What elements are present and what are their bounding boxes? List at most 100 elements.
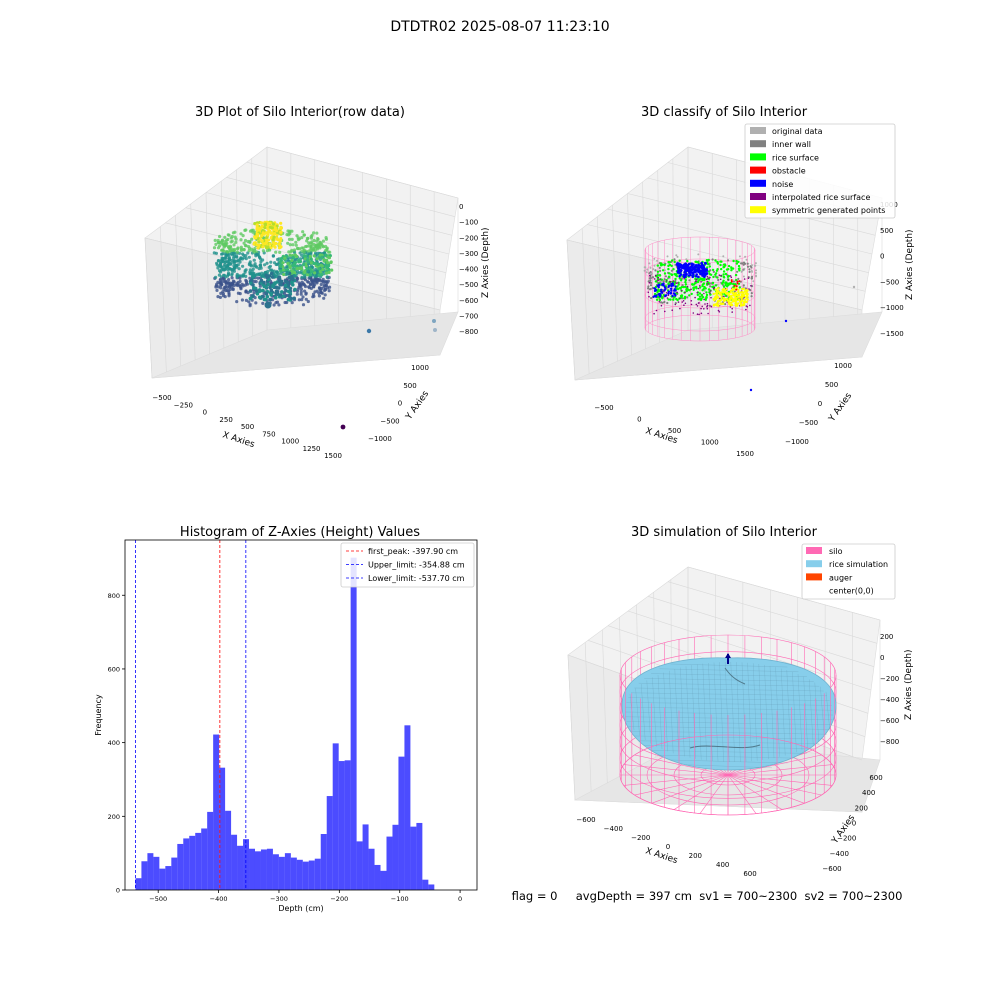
histogram-bar [165, 866, 172, 890]
panel-raw-points [212, 220, 437, 430]
legend-entry: inner wall [750, 140, 811, 149]
figure-title: DTDTR02 2025-08-07 11:23:10 [390, 19, 609, 35]
legend-entry: rice surface [750, 153, 819, 162]
legend-entry: interpolated rice surface [750, 193, 870, 202]
raw-z-tick-1: −100 [459, 219, 478, 227]
sim-x-tick-0: −600 [576, 816, 595, 824]
y-tick-label: 0 [116, 887, 120, 895]
panel-sim-y-ticks: 600 400 200 0 −200 −400 −600 [822, 774, 882, 873]
raw-x-tick-0: −500 [152, 394, 171, 402]
cls-x-tick-2: 500 [668, 427, 681, 435]
legend-swatch [750, 193, 766, 200]
raw-y-tick-0: −1000 [368, 435, 392, 443]
histogram-bar [177, 843, 184, 890]
legend-entry: auger [806, 573, 853, 582]
legend-swatch [806, 547, 822, 554]
histogram-bar [320, 834, 327, 890]
sim-y-tick-1: 400 [862, 789, 875, 797]
panel-sim-zlabel: Z Axies (Depth) [904, 649, 914, 720]
y-tick-label: 800 [108, 592, 120, 600]
raw-x-tick-8: 1500 [324, 452, 342, 460]
panel-classify-zlabel: Z Axies (Depth) [905, 229, 915, 300]
cls-z-tick-2: 0 [880, 253, 884, 261]
histogram-bar [254, 851, 261, 890]
panel-classify-legend: original data inner wall rice surface obsta… [744, 123, 896, 219]
legend-swatch [750, 140, 766, 148]
histogram-bar [278, 856, 285, 890]
sim-y-tick-5: −400 [830, 850, 849, 858]
panel-histogram: Histogram of Z-Axies (Height) Values −50… [94, 525, 478, 913]
y-tick-label: 600 [108, 665, 120, 673]
panel-sim-x-ticks: −600 −400 −200 0 200 400 600 [576, 816, 756, 878]
histogram-bar [171, 857, 178, 890]
histogram-y-ticks: 0 200 400 600 800 [108, 592, 125, 895]
histogram-x-ticks: −500 −400 −300 −200 −100 0 [149, 890, 462, 903]
legend-label: first_peak: -397.90 cm [368, 547, 458, 556]
legend-entry: symmetric generated points [750, 206, 885, 215]
raw-z-tick-2: −200 [459, 234, 478, 242]
legend-swatch [750, 127, 766, 134]
sim-z-tick-4: −600 [880, 717, 899, 725]
panel-raw-zlabel: Z Axies (Depth) [481, 227, 491, 298]
raw-z-tick-3: −300 [459, 250, 478, 258]
legend-entry: obstacle [750, 166, 806, 176]
histogram-bar [260, 849, 267, 890]
panel-sim-rice-surface [621, 657, 837, 771]
raw-y-tick-4: 1000 [411, 364, 429, 372]
panel-classify-legend-entries: original data inner wall rice surface obsta… [750, 127, 885, 215]
x-tick-label: −300 [270, 895, 288, 903]
histogram-bar [141, 861, 148, 890]
raw-x-tick-6: 1000 [281, 438, 299, 446]
histogram-bar [404, 725, 411, 890]
cls-x-tick-4: 1500 [736, 450, 754, 458]
histogram-bar [374, 864, 381, 890]
histogram-bar [272, 854, 279, 890]
histogram-bar [153, 856, 160, 890]
sim-y-tick-3: 0 [852, 820, 856, 828]
x-tick-label: 0 [458, 895, 462, 903]
panel-classify-x-ticks: −500 0 500 1000 1500 [594, 404, 754, 458]
cls-y-tick-1: −500 [799, 419, 818, 427]
raw-x-tick-2: 0 [203, 409, 207, 417]
cls-x-tick-3: 1000 [701, 439, 719, 447]
histogram-bar [344, 760, 351, 890]
panel-simulation: 3D simulation of Silo Interior −600 −400 −… [567, 525, 914, 878]
histogram-bar [398, 756, 405, 890]
histogram-axes-frame [124, 539, 478, 891]
legend-entry: first_peak: -397.90 cm [346, 547, 458, 556]
sim-y-tick-6: −600 [822, 865, 841, 873]
panel-sim-title: 3D simulation of Silo Interior [631, 525, 818, 540]
panel-sim-legend: silo rice simulation auger center(0,0) [801, 543, 896, 600]
histogram-bar [314, 858, 321, 890]
histogram-xlabel: Depth (cm) [278, 904, 323, 913]
panel-sim-center-marker [725, 653, 731, 664]
histogram-legend-entries: first_peak: -397.90 cm Upper_limit: -354.… [346, 547, 465, 583]
raw-x-tick-4: 500 [241, 423, 254, 431]
sim-x-tick-4: 200 [689, 852, 702, 860]
raw-x-tick-5: 750 [262, 430, 275, 438]
histogram-bar [296, 859, 303, 890]
panel-classify-points [643, 253, 856, 392]
sim-z-tick-1: 0 [880, 654, 884, 662]
panel-classify: 3D classify of Silo Interior −500 0 500 100… [566, 105, 915, 458]
legend-label: interpolated rice surface [772, 193, 870, 202]
sim-x-tick-1: −400 [604, 825, 623, 833]
cls-y-tick-3: 500 [825, 381, 838, 389]
cls-z-tick-4: −1000 [880, 304, 904, 312]
legend-label: Lower_limit: -537.70 cm [368, 574, 465, 583]
sim-y-tick-0: 600 [869, 774, 882, 782]
legend-swatch [750, 179, 766, 187]
legend-entry: noise [750, 179, 793, 189]
legend-swatch [806, 586, 822, 594]
y-tick-label: 400 [108, 739, 120, 747]
raw-z-tick-8: −800 [459, 328, 478, 336]
legend-label: Upper_limit: -354.88 cm [368, 561, 465, 570]
histogram-bar [231, 834, 238, 890]
legend-entry: Lower_limit: -537.70 cm [346, 574, 465, 583]
legend-label: symmetric generated points [772, 206, 885, 215]
raw-z-tick-0: 0 [459, 203, 463, 211]
cls-z-tick-3: −500 [880, 278, 899, 286]
histogram-legend: first_peak: -397.90 cm Upper_limit: -354.… [340, 542, 475, 588]
